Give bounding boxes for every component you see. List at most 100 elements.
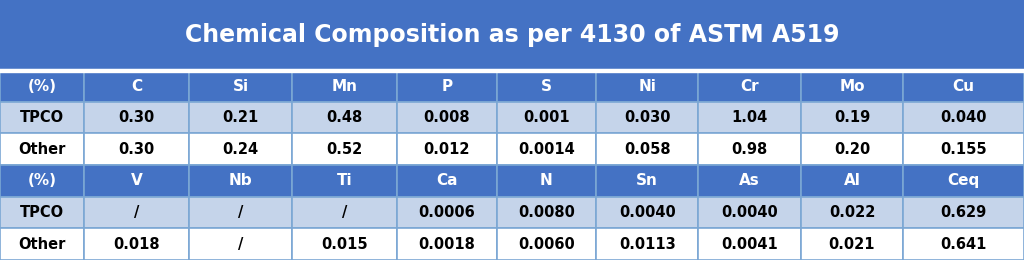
Text: 0.0080: 0.0080 <box>518 205 574 220</box>
Text: 0.98: 0.98 <box>731 142 768 157</box>
Bar <box>596 70 698 102</box>
Bar <box>0 228 84 260</box>
Text: 0.0014: 0.0014 <box>518 142 574 157</box>
Bar <box>903 165 1024 197</box>
Text: Chemical Composition as per 4130 of ASTM A519: Chemical Composition as per 4130 of ASTM… <box>184 23 840 47</box>
Text: 0.0040: 0.0040 <box>721 205 778 220</box>
Text: 0.30: 0.30 <box>119 110 155 125</box>
Text: 0.24: 0.24 <box>222 142 259 157</box>
Bar <box>397 165 497 197</box>
Text: (%): (%) <box>28 173 56 188</box>
Text: TPCO: TPCO <box>19 110 65 125</box>
Bar <box>84 70 189 102</box>
Bar <box>189 197 292 228</box>
Bar <box>801 197 903 228</box>
Bar <box>292 70 397 102</box>
Text: Nb: Nb <box>228 173 253 188</box>
Bar <box>903 228 1024 260</box>
Text: As: As <box>739 173 760 188</box>
Text: Other: Other <box>18 142 66 157</box>
Text: S: S <box>541 79 552 94</box>
Bar <box>497 228 596 260</box>
Bar <box>84 133 189 165</box>
Text: 0.0018: 0.0018 <box>419 237 475 252</box>
Bar <box>903 133 1024 165</box>
Text: 0.48: 0.48 <box>327 110 362 125</box>
Bar <box>0 0 1024 70</box>
Bar <box>698 228 801 260</box>
Bar <box>698 197 801 228</box>
Text: /: / <box>238 205 244 220</box>
Bar <box>84 102 189 133</box>
Bar <box>189 70 292 102</box>
Bar <box>497 102 596 133</box>
Bar <box>698 102 801 133</box>
Bar <box>596 165 698 197</box>
Text: 0.0040: 0.0040 <box>618 205 676 220</box>
Text: /: / <box>238 237 244 252</box>
Text: 0.30: 0.30 <box>119 142 155 157</box>
Text: 0.058: 0.058 <box>624 142 671 157</box>
Bar <box>397 70 497 102</box>
Text: Sn: Sn <box>636 173 658 188</box>
Bar <box>292 133 397 165</box>
Text: P: P <box>441 79 453 94</box>
Bar <box>497 133 596 165</box>
Bar <box>0 165 84 197</box>
Text: 0.0041: 0.0041 <box>721 237 778 252</box>
Bar <box>596 228 698 260</box>
Text: 0.0006: 0.0006 <box>419 205 475 220</box>
Bar <box>397 197 497 228</box>
Bar <box>801 102 903 133</box>
Bar <box>903 197 1024 228</box>
Text: /: / <box>342 205 347 220</box>
Text: 0.641: 0.641 <box>940 237 987 252</box>
Text: 0.012: 0.012 <box>424 142 470 157</box>
Bar <box>801 228 903 260</box>
Text: 0.001: 0.001 <box>523 110 569 125</box>
Text: 0.19: 0.19 <box>834 110 870 125</box>
Bar <box>497 70 596 102</box>
Bar <box>397 228 497 260</box>
Text: Ni: Ni <box>638 79 656 94</box>
Text: 0.022: 0.022 <box>828 205 876 220</box>
Bar <box>0 197 84 228</box>
Text: 0.155: 0.155 <box>940 142 987 157</box>
Text: Mn: Mn <box>332 79 357 94</box>
Text: 0.0060: 0.0060 <box>518 237 574 252</box>
Text: Cu: Cu <box>952 79 975 94</box>
Text: (%): (%) <box>28 79 56 94</box>
Text: 0.040: 0.040 <box>940 110 987 125</box>
Bar <box>292 102 397 133</box>
Bar <box>801 133 903 165</box>
Text: 0.0113: 0.0113 <box>618 237 676 252</box>
Text: 0.21: 0.21 <box>222 110 259 125</box>
Text: 0.52: 0.52 <box>327 142 362 157</box>
Text: Other: Other <box>18 237 66 252</box>
Bar <box>497 197 596 228</box>
Bar <box>497 165 596 197</box>
Bar <box>801 165 903 197</box>
Bar <box>0 133 84 165</box>
Text: 0.629: 0.629 <box>940 205 987 220</box>
Text: 0.021: 0.021 <box>828 237 876 252</box>
Bar <box>292 197 397 228</box>
Bar <box>397 133 497 165</box>
Bar <box>189 228 292 260</box>
Bar <box>698 165 801 197</box>
Text: 0.015: 0.015 <box>322 237 368 252</box>
Text: Si: Si <box>232 79 249 94</box>
Bar <box>189 102 292 133</box>
Text: 1.04: 1.04 <box>731 110 768 125</box>
Text: 0.018: 0.018 <box>114 237 160 252</box>
Bar <box>0 70 84 102</box>
Text: Mo: Mo <box>840 79 864 94</box>
Text: Ca: Ca <box>436 173 458 188</box>
Bar <box>903 70 1024 102</box>
Bar <box>397 102 497 133</box>
Bar <box>596 133 698 165</box>
Text: V: V <box>131 173 142 188</box>
Text: TPCO: TPCO <box>19 205 65 220</box>
Bar <box>698 133 801 165</box>
Text: 0.008: 0.008 <box>424 110 470 125</box>
